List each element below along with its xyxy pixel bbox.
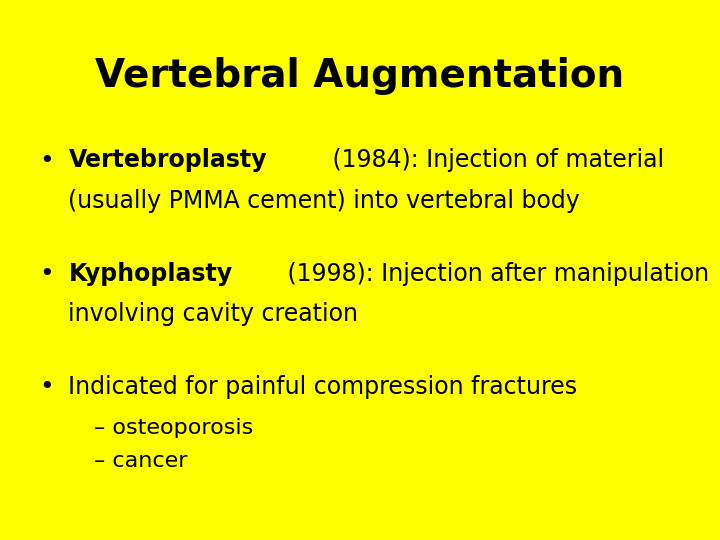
Text: •: • <box>40 148 54 172</box>
Text: •: • <box>40 262 54 286</box>
Text: Indicated for painful compression fractures: Indicated for painful compression fractu… <box>68 375 577 399</box>
Text: •: • <box>40 375 54 399</box>
Text: – cancer: – cancer <box>94 451 187 471</box>
Text: Kyphoplasty: Kyphoplasty <box>68 262 233 286</box>
Text: – osteoporosis: – osteoporosis <box>94 418 253 438</box>
Text: Vertebroplasty: Vertebroplasty <box>68 148 267 172</box>
Text: (1998): Injection after manipulation: (1998): Injection after manipulation <box>280 262 709 286</box>
Text: Vertebral Augmentation: Vertebral Augmentation <box>96 57 624 94</box>
Text: (usually PMMA cement) into vertebral body: (usually PMMA cement) into vertebral bod… <box>68 189 580 213</box>
Text: involving cavity creation: involving cavity creation <box>68 302 359 326</box>
Text: (1984): Injection of material: (1984): Injection of material <box>325 148 664 172</box>
